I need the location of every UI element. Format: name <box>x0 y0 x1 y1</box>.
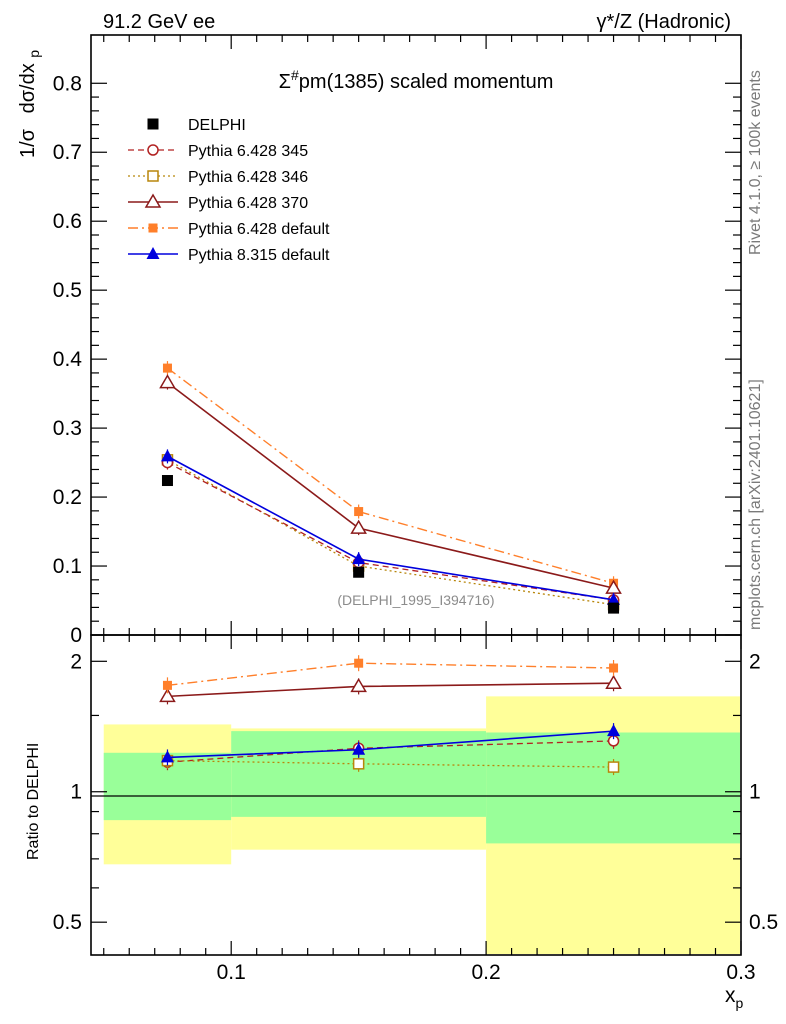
header-left: 91.2 GeV ee <box>103 11 215 33</box>
ratio-point <box>162 680 172 690</box>
ratio-panel: 0.5 0.5 1 1 2 2 0.1 0.2 0.3 <box>53 634 778 984</box>
ratio-y-tick-label: 1 <box>70 781 82 804</box>
ratio-point <box>607 724 621 737</box>
ratio-point <box>609 663 619 673</box>
legend-entry: Pythia 8.315 default <box>128 247 330 264</box>
data-point <box>607 592 621 605</box>
main-plot-area <box>91 35 741 635</box>
data-point <box>162 363 172 373</box>
main-y-tick-label: 0.1 <box>53 555 82 578</box>
legend-entry: Pythia 6.428 default <box>128 221 330 238</box>
header-right: γ*/Z (Hadronic) <box>597 11 731 33</box>
main-y-tick-label: 0.8 <box>53 72 82 95</box>
title-base: Σ <box>279 71 291 93</box>
legend-label: Pythia 6.428 345 <box>188 143 308 160</box>
main-y-tick-label: 0.7 <box>53 141 82 164</box>
legend: DELPHI Pythia 6.428 345 Pythia 6.428 346 Py… <box>128 117 330 264</box>
x-axis-label: xp <box>725 984 744 1011</box>
x-tick-label: 0.3 <box>726 961 755 984</box>
ratio-y-tick-label-right: 2 <box>749 650 761 673</box>
series-line <box>167 459 614 606</box>
rivet-label: Rivet 4.1.0, ≥ 100k events <box>747 70 764 255</box>
main-series <box>159 361 622 614</box>
legend-label: Pythia 6.428 346 <box>188 169 308 186</box>
ratio-line <box>167 682 614 698</box>
legend-label: Pythia 6.428 default <box>188 221 330 238</box>
ratio-bands <box>103 696 740 954</box>
mcplots-label: mcplots.cern.ch [arXiv:2401.10621] <box>747 379 764 630</box>
ratio-point <box>160 750 174 763</box>
ratio-series-pythia-8-315-default <box>160 723 621 766</box>
title-rest: pm(1385) scaled momentum <box>299 71 554 93</box>
ratio-line <box>167 662 614 687</box>
ratio-frame <box>90 634 742 956</box>
series-line <box>167 367 614 584</box>
ratio-y-axis-label: Ratio to DELPHI <box>25 743 42 860</box>
ratio-series-pythia-6-428-370 <box>159 674 622 705</box>
legend-entry: Pythia 6.428 370 <box>128 193 308 212</box>
ratio-point <box>352 742 366 755</box>
data-point <box>160 449 174 462</box>
ratio-y-tick-label: 0.5 <box>53 911 82 934</box>
title-sup: # <box>291 67 299 83</box>
ratio-point <box>607 761 620 773</box>
legend-entry: DELPHI <box>147 117 246 134</box>
main-y-tick-label: 0.4 <box>53 348 83 371</box>
legend-marker <box>148 223 158 233</box>
data-point <box>608 602 620 614</box>
main-y-label-sub: p <box>26 50 42 58</box>
ratio-point <box>605 674 622 689</box>
ratio-y-tick-label-right: 0.5 <box>749 911 778 934</box>
ratio-series <box>159 655 622 776</box>
data-point <box>354 507 364 517</box>
series-pythia-8-315-default <box>160 449 621 607</box>
legend-marker <box>147 170 159 182</box>
ratio-point <box>352 758 365 770</box>
series-delphi <box>161 475 620 614</box>
legend-marker <box>146 247 160 259</box>
main-panel: 0 0.1 0.2 0.3 0.4 0.5 0.6 0.7 0.8 Σ#pm(1385) sca… <box>53 34 742 647</box>
main-y-axis-label: 1/σ dσ/dx p <box>17 50 42 158</box>
main-y-label-a: 1/σ <box>17 128 39 158</box>
main-y-tick-label: 0 <box>70 624 82 647</box>
data-point <box>159 374 176 389</box>
main-ticks: 0 0.1 0.2 0.3 0.4 0.5 0.6 0.7 0.8 <box>53 35 742 647</box>
legend-label: DELPHI <box>188 117 246 134</box>
x-tick-label: 0.2 <box>471 961 500 984</box>
main-y-tick-label: 0.5 <box>53 279 82 302</box>
main-y-tick-label: 0.3 <box>53 417 82 440</box>
ratio-ticks: 0.5 0.5 1 1 2 2 0.1 0.2 0.3 <box>53 635 778 984</box>
legend-marker <box>144 193 162 208</box>
main-y-tick-label: 0.2 <box>53 486 82 509</box>
ratio-y-tick-label: 2 <box>70 650 82 673</box>
legend-label: Pythia 8.315 default <box>188 247 330 264</box>
ratio-point <box>159 687 176 703</box>
reference-label: (DELPHI_1995_I394716) <box>337 592 494 608</box>
ratio-y-tick-label-right: 1 <box>749 781 761 804</box>
data-point <box>161 475 173 487</box>
legend-marker <box>147 144 159 156</box>
ratio-series-pythia-6-428-default <box>162 655 619 694</box>
chart-title: Σ#pm(1385) scaled momentum <box>279 67 554 93</box>
x-label-sub: p <box>736 995 744 1011</box>
main-y-tick-label: 0.6 <box>53 210 82 233</box>
x-tick-label: 0.1 <box>217 961 246 984</box>
legend-label: Pythia 6.428 370 <box>188 195 308 212</box>
legend-marker <box>147 118 159 130</box>
uncertainty-band-green <box>486 732 740 844</box>
main-y-label-b: dσ/dx <box>17 63 39 113</box>
data-point <box>352 552 366 565</box>
ratio-point <box>350 677 367 693</box>
legend-entry: Pythia 6.428 346 <box>128 169 308 186</box>
ratio-point <box>354 658 364 668</box>
x-label-base: x <box>725 984 736 1007</box>
data-point <box>353 566 365 578</box>
legend-entry: Pythia 6.428 345 <box>128 143 308 160</box>
data-point <box>350 519 367 534</box>
